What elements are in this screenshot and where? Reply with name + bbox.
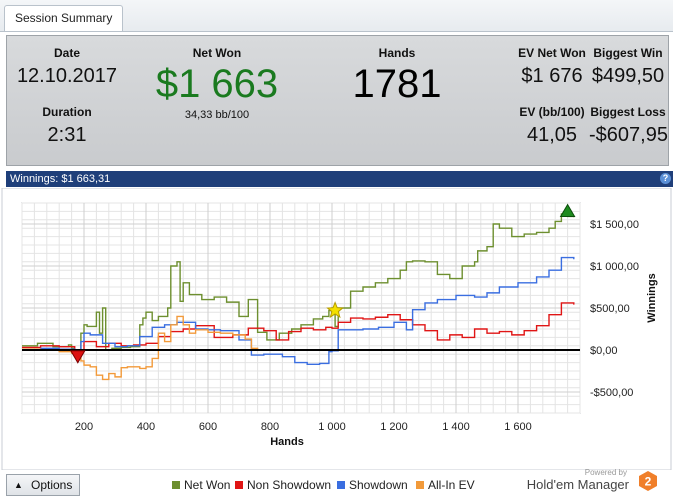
- series-net-won: [22, 213, 575, 355]
- legend-swatch: [235, 481, 243, 489]
- ev-bb100-value: 41,05: [526, 124, 578, 146]
- legend-non-showdown: Non Showdown: [235, 478, 331, 492]
- legend-label: Non Showdown: [247, 478, 332, 492]
- date-value: 12.10.2017: [16, 65, 118, 87]
- brand-badge: 2: [645, 475, 652, 489]
- x-tick-label: 1 200: [380, 421, 408, 433]
- legend-swatch: [172, 481, 180, 489]
- net-won-stat: Net Won $1 663 34,33 bb/100: [137, 46, 297, 121]
- date-label: Date: [53, 46, 80, 60]
- x-tick-label: 1 600: [504, 421, 532, 433]
- hands-label: Hands: [378, 46, 416, 60]
- tab-bar: Session Summary: [0, 0, 673, 32]
- x-tick-label: 1 000: [318, 421, 346, 433]
- y-tick-label: $1 000,00: [590, 261, 639, 273]
- hem2-logo-icon: 2: [639, 471, 657, 491]
- legend-label: All-In EV: [428, 478, 475, 492]
- hands-stat: Hands 1781: [327, 46, 467, 107]
- biggest-loss-stat: Biggest Loss -$607,95: [589, 105, 668, 147]
- y-tick-label: -$500,00: [590, 387, 633, 399]
- winnings-header: Winnings: $1 663,31 ?: [6, 171, 673, 187]
- hands-value: 1781: [352, 62, 442, 106]
- x-axis-title: Hands: [270, 436, 304, 448]
- y-axis-title: Winnings: [646, 273, 658, 322]
- date-stat: Date 12.10.2017: [7, 46, 127, 88]
- hem2-branding: Powered by Hold'em Manager 2: [523, 468, 663, 496]
- ev-net-won-label: EV Net Won: [518, 46, 586, 60]
- y-tick-label: $0,00: [590, 345, 618, 357]
- series-non-showdown: [22, 302, 575, 351]
- max-marker: [559, 203, 576, 218]
- net-won-bb100: 34,33 bb/100: [184, 109, 250, 121]
- x-tick-label: 800: [261, 421, 279, 433]
- ev-net-won-stat: EV Net Won $1 676: [517, 46, 587, 88]
- net-won-label: Net Won: [192, 46, 242, 60]
- legend-swatch: [337, 481, 345, 489]
- y-tick-label: $500,00: [590, 303, 630, 315]
- tab-session-summary[interactable]: Session Summary: [4, 5, 124, 31]
- biggest-win-stat: Biggest Win $499,50: [589, 46, 667, 88]
- caret-up-icon: ▲: [14, 480, 23, 490]
- legend-label: Net Won: [184, 478, 231, 492]
- biggest-loss-label: Biggest Loss: [590, 105, 666, 119]
- series-all-in-ev: [22, 315, 259, 381]
- help-icon[interactable]: ?: [660, 173, 671, 184]
- ev-net-won-value: $1 676: [521, 65, 583, 87]
- legend-swatch: [416, 481, 424, 489]
- biggest-win-value: $499,50: [591, 65, 665, 87]
- x-tick-label: 1 400: [442, 421, 470, 433]
- brand-name: Hold'em Manager: [526, 477, 629, 492]
- series-showdown: [22, 256, 575, 365]
- x-tick-label: 200: [75, 421, 93, 433]
- duration-label: Duration: [42, 105, 92, 119]
- ev-bb100-stat: EV (bb/100) 41,05: [517, 105, 587, 147]
- legend-showdown: Showdown: [337, 478, 408, 492]
- duration-value: 2:31: [47, 124, 87, 146]
- star-marker: [326, 301, 344, 319]
- options-label: Options: [31, 478, 73, 492]
- options-button[interactable]: ▲ Options: [6, 474, 80, 496]
- biggest-win-label: Biggest Win: [593, 46, 663, 60]
- y-tick-label: $1 500,00: [590, 219, 639, 231]
- x-tick-label: 400: [137, 421, 155, 433]
- legend-all-in-ev: All-In EV: [416, 478, 475, 492]
- legend-label: Showdown: [349, 478, 408, 492]
- min-marker: [69, 350, 86, 364]
- duration-stat: Duration 2:31: [7, 105, 127, 147]
- winnings-total: Winnings: $1 663,31: [10, 173, 111, 185]
- footer-bar: ▲ Options Net Won Non Showdown Showdown …: [0, 468, 673, 498]
- session-summary-panel: Date 12.10.2017 Duration 2:31 Net Won $1…: [6, 35, 669, 166]
- net-won-value: $1 663: [155, 62, 279, 106]
- x-tick-label: 600: [199, 421, 217, 433]
- ev-bb100-label: EV (bb/100): [519, 105, 585, 119]
- biggest-loss-value: -$607,95: [589, 124, 668, 146]
- legend-net-won: Net Won: [172, 478, 230, 492]
- powered-by-text: Powered by: [584, 468, 627, 477]
- winnings-chart: 200 400 600 800 1 000 1 200 1 400 1 600 $1 500,0…: [1, 188, 672, 470]
